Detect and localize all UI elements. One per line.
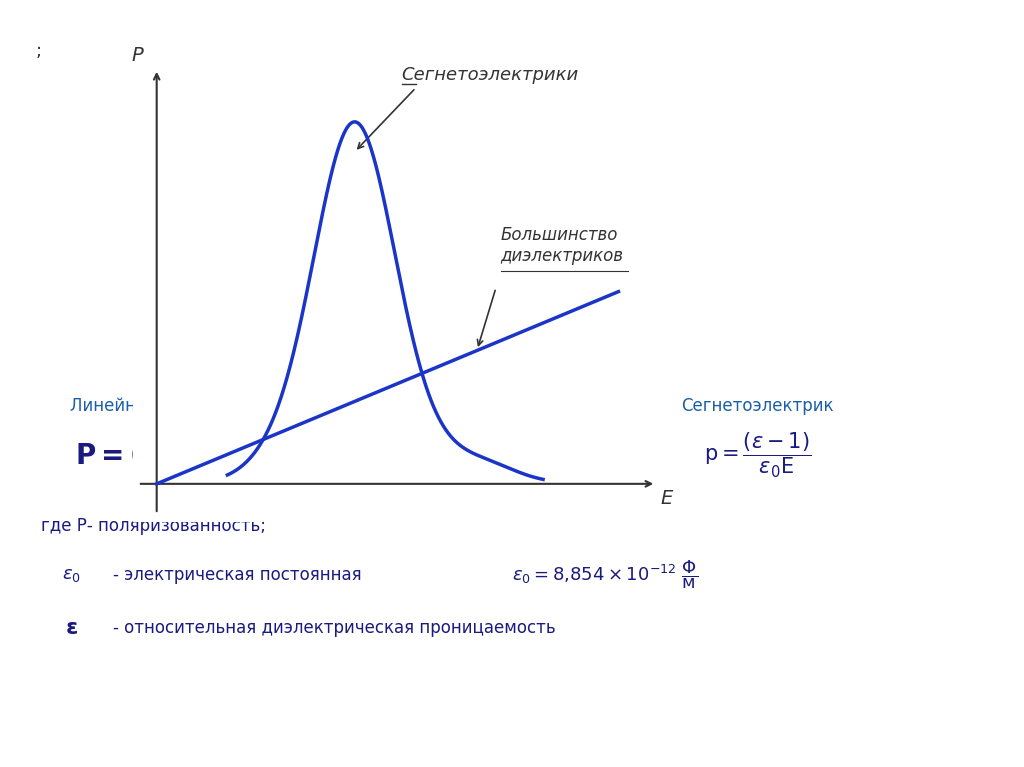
Text: - электрическая постоянная: - электрическая постоянная bbox=[113, 566, 361, 584]
Text: $\varepsilon_0 = 8{,}854 \times 10^{-12}\ \dfrac{\Phi}{\text{м}}$: $\varepsilon_0 = 8{,}854 \times 10^{-12}… bbox=[512, 559, 698, 591]
Text: E: E bbox=[660, 489, 673, 509]
Text: $\varepsilon_0$: $\varepsilon_0$ bbox=[62, 566, 81, 584]
Text: - относительная диэлектрическая проницаемость: - относительная диэлектрическая проницае… bbox=[113, 619, 555, 637]
Text: P: P bbox=[132, 46, 143, 65]
Text: Сегнетоэлектрик: Сегнетоэлектрик bbox=[682, 397, 834, 415]
Text: $\mathrm{p} = \dfrac{(\varepsilon - 1)}{\varepsilon_0 \mathrm{E}}$: $\mathrm{p} = \dfrac{(\varepsilon - 1)}{… bbox=[705, 430, 811, 479]
Text: $\boldsymbol{\varepsilon}$: $\boldsymbol{\varepsilon}$ bbox=[66, 618, 78, 638]
Text: Сегнетоэлектрики: Сегнетоэлектрики bbox=[401, 66, 579, 84]
Text: $\mathbf{P = (\varepsilon - 1)\varepsilon_0 E}$: $\mathbf{P = (\varepsilon - 1)\varepsilo… bbox=[76, 439, 272, 470]
Text: Линейные диэлектрики: Линейные диэлектрики bbox=[70, 397, 279, 415]
Text: где Р- поляризованность;: где Р- поляризованность; bbox=[41, 517, 266, 535]
Text: Большинство
диэлектриков: Большинство диэлектриков bbox=[501, 226, 624, 265]
Text: ;: ; bbox=[36, 42, 42, 61]
